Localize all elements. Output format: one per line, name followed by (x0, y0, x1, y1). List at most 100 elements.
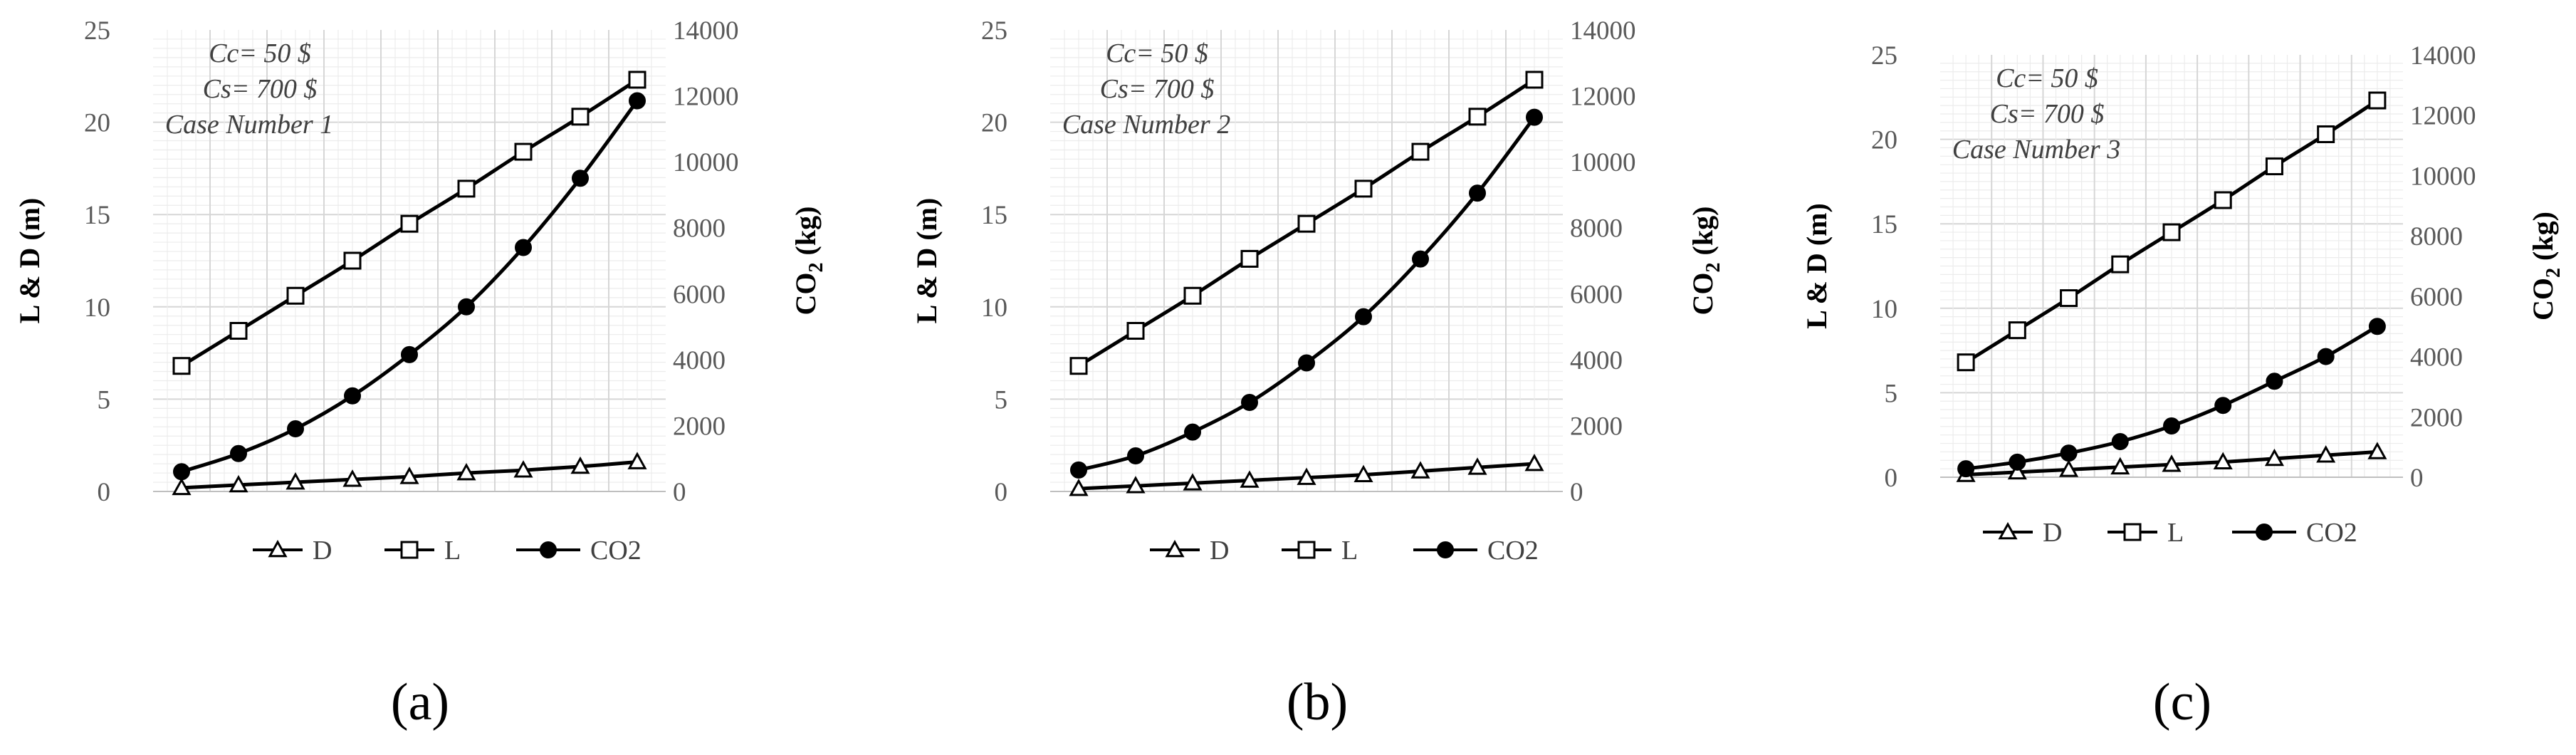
legend-label-l: L (444, 536, 461, 566)
y-left-tick-label: 15 (84, 201, 110, 230)
y-right-tick-label: 4000 (2410, 343, 2463, 373)
d-point (2264, 448, 2284, 467)
l-point (571, 108, 590, 126)
l-point (628, 71, 646, 89)
co2-point (287, 420, 304, 438)
y-right-tick-label: 4000 (1570, 346, 1623, 375)
legend-label-d: D (313, 536, 332, 566)
l-point (2111, 255, 2130, 274)
y-right-tick-label: 14000 (2410, 41, 2476, 71)
panel-label: (a) (391, 673, 449, 731)
l-point (1525, 71, 1544, 89)
legend-marker (2123, 523, 2142, 541)
co2-point (2368, 318, 2386, 335)
series-co2 (1957, 318, 2386, 478)
y-right-tick-label: 12000 (2410, 102, 2476, 131)
d-point (399, 467, 419, 484)
d-point (1069, 479, 1089, 496)
y-right-tick-label: 14000 (673, 16, 739, 46)
legend-label-d: D (2043, 518, 2062, 548)
l-point (1297, 214, 1316, 233)
co2-point (515, 239, 532, 256)
series-d (1956, 442, 2387, 482)
y-right-tick-label: 8000 (1570, 214, 1623, 244)
y-right-tick-label: 10000 (1570, 148, 1636, 177)
d-point (2316, 445, 2336, 463)
y-right-axis-label: CO2 (kg) (1687, 207, 1724, 316)
co2-line (1078, 116, 1536, 472)
d-point (1183, 473, 1203, 491)
y-right-tick-label: 0 (1570, 478, 1583, 507)
l-point (2368, 91, 2387, 110)
y-right-tick-label: 8000 (673, 214, 726, 244)
y-right-tick-label: 14000 (1570, 16, 1636, 46)
legend-label-co2: CO2 (590, 536, 642, 566)
y-right-tick-label: 10000 (673, 148, 739, 177)
d-point (1524, 454, 1544, 472)
l-point (172, 357, 191, 375)
co2-point (401, 345, 418, 363)
chart-3: 0 5 10 15 20 25 0 2000 4000 6000 8000 10000 12000 140… (1801, 41, 2565, 731)
l-point (1354, 179, 1373, 198)
y-right-tick-label: 10000 (2410, 162, 2476, 191)
series-l (1957, 91, 2387, 372)
legend-marker (1998, 521, 2018, 540)
y-left-tick-label: 0 (98, 478, 111, 507)
d-point (2007, 462, 2027, 480)
y-left-axis-label: L & D (m) (1801, 203, 1833, 329)
series-l (172, 71, 646, 375)
co2-point (1469, 184, 1486, 202)
legend-marker (1437, 541, 1454, 558)
annotation-text: Case Number 2 (1062, 110, 1230, 140)
y-left-tick-label: 5 (995, 385, 1008, 415)
l-point (1240, 249, 1259, 268)
co2-point (2009, 453, 2026, 471)
y-left-axis-label: L & D (m) (911, 198, 943, 324)
annotation-text: Cs= 700 $ (203, 74, 318, 104)
y-left-tick-label: 5 (1885, 379, 1898, 408)
d-point (570, 456, 590, 474)
l-point (1468, 108, 1487, 126)
y-right-tick-label: 2000 (673, 412, 726, 441)
y-left-tick-label: 20 (84, 109, 110, 138)
y-left-tick-label: 10 (1871, 295, 1897, 324)
l-point (400, 214, 419, 233)
co2-point (2060, 444, 2078, 462)
d-point (1467, 457, 1487, 475)
y-left-axis-label: L & D (m) (14, 198, 46, 324)
y-left-tick-label: 20 (1871, 126, 1897, 155)
l-point (2162, 223, 2181, 241)
co2-point (344, 387, 361, 405)
d-point (513, 460, 533, 478)
co2-point (1957, 460, 1975, 478)
annotation-text: Cc= 50 $ (1996, 63, 2098, 93)
series-co2 (1070, 108, 1543, 479)
l-point (1411, 142, 1430, 161)
co2-point (1184, 423, 1201, 441)
l-point (343, 251, 362, 270)
chart-2: 0 5 10 15 20 25 0 2000 4000 6000 8000 10000 12000 140… (911, 16, 1724, 731)
l-point (2317, 125, 2335, 143)
d-point (1126, 476, 1146, 494)
co2-point (2214, 397, 2232, 415)
co2-point (2317, 348, 2335, 365)
d-point (1297, 467, 1316, 485)
y-right-tick-label: 0 (2410, 464, 2424, 493)
y-right-axis-label: CO2 (kg) (790, 207, 827, 316)
annotation-text: Case Number 1 (165, 110, 333, 140)
l-point (1126, 321, 1145, 340)
y-right-tick-label: 12000 (1570, 83, 1636, 112)
co2-point (2266, 373, 2283, 390)
co2-point (1070, 461, 1087, 479)
legend-label-co2: CO2 (1487, 536, 1539, 566)
y-left-tick-label: 10 (84, 293, 110, 323)
y-right-tick-label: 2000 (1570, 412, 1623, 441)
co2-point (1127, 447, 1144, 465)
l-point (514, 142, 533, 161)
co2-point (1298, 354, 1315, 372)
legend-label-co2: CO2 (2306, 518, 2357, 548)
legend-marker (400, 541, 419, 559)
legend-label-d: D (1210, 536, 1229, 566)
y-left-tick-label: 25 (84, 16, 110, 46)
annotation-text: Cc= 50 $ (209, 38, 311, 68)
